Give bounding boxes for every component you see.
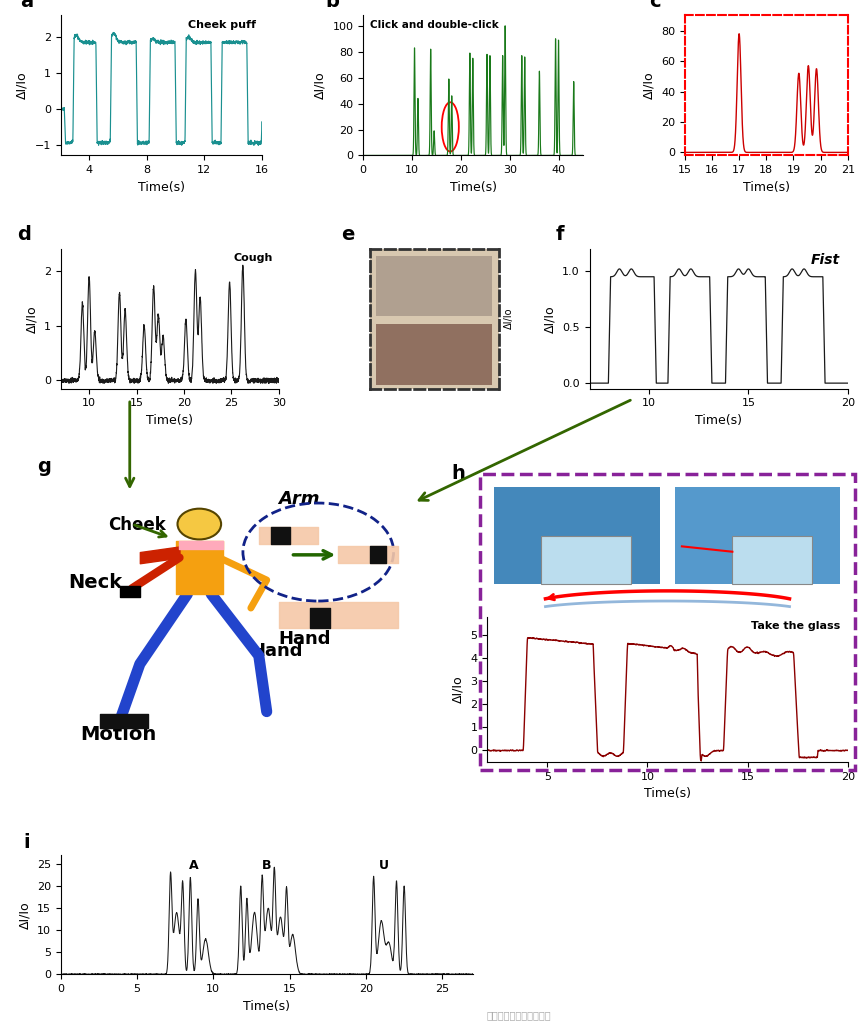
Y-axis label: ΔI/Io: ΔI/Io (544, 305, 557, 333)
Bar (376, 256, 492, 315)
Text: b: b (325, 0, 339, 11)
Text: d: d (17, 226, 31, 244)
Text: B: B (262, 859, 272, 871)
Text: Neck: Neck (68, 573, 123, 593)
X-axis label: Time(s): Time(s) (695, 414, 742, 427)
Text: Cheek: Cheek (108, 516, 166, 534)
Text: A: A (189, 859, 198, 871)
Y-axis label: ΔI/Io: ΔI/Io (314, 71, 327, 99)
Y-axis label: ΔI/Io: ΔI/Io (16, 71, 29, 99)
Text: U: U (379, 859, 389, 871)
Text: g: g (36, 458, 51, 476)
Circle shape (177, 508, 221, 539)
Text: Take the glass: Take the glass (751, 622, 841, 631)
Text: c: c (649, 0, 661, 11)
Y-axis label: ΔI/Io: ΔI/Io (643, 71, 656, 99)
X-axis label: Time(s): Time(s) (743, 180, 790, 194)
X-axis label: Time(s): Time(s) (138, 180, 184, 194)
Text: Fist: Fist (811, 253, 840, 267)
X-axis label: Time(s): Time(s) (450, 180, 497, 194)
Text: Motion: Motion (80, 725, 157, 743)
Bar (376, 325, 492, 385)
Text: 公众号：高分子科学前沿: 公众号：高分子科学前沿 (487, 1010, 551, 1021)
X-axis label: Time(s): Time(s) (146, 414, 193, 427)
Text: Hand: Hand (279, 630, 331, 648)
Text: Cheek puff: Cheek puff (188, 20, 256, 30)
Text: Cough: Cough (233, 253, 272, 263)
Y-axis label: ΔI/Io: ΔI/Io (452, 675, 465, 703)
Text: ΔI/Io: ΔI/Io (504, 308, 514, 330)
Text: h: h (452, 464, 465, 483)
Text: Hand: Hand (251, 641, 304, 660)
X-axis label: Time(s): Time(s) (644, 788, 691, 800)
X-axis label: Time(s): Time(s) (243, 1000, 291, 1012)
Text: f: f (556, 226, 565, 244)
Text: Click and double-click: Click and double-click (369, 20, 498, 30)
Text: Arm: Arm (279, 491, 320, 508)
Text: i: i (23, 833, 30, 853)
Text: e: e (342, 226, 355, 244)
Y-axis label: ΔI/Io: ΔI/Io (25, 305, 38, 333)
Text: a: a (20, 0, 34, 11)
Y-axis label: ΔI/Io: ΔI/Io (18, 901, 31, 929)
